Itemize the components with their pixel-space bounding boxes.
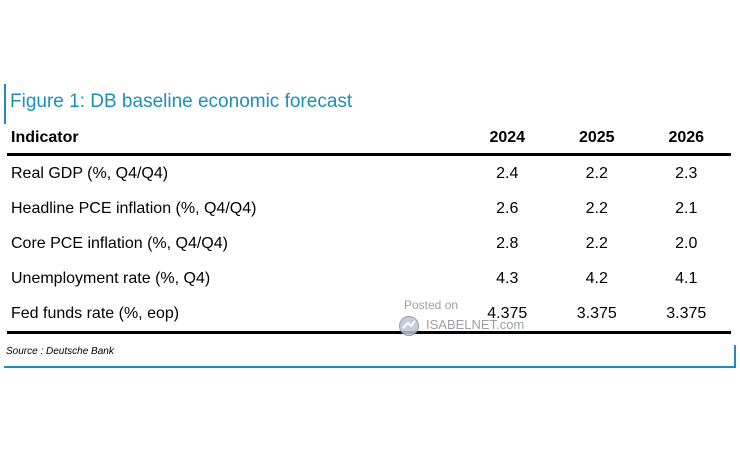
- cell-value: 2.6: [496, 199, 519, 217]
- table-header-row: Indicator 2024 2025 2026: [7, 123, 731, 156]
- source-note: Source : Deutsche Bank: [6, 346, 114, 357]
- figure-frame: [4, 84, 736, 368]
- cell-value: 2.2: [585, 234, 608, 252]
- cell-value: 2.2: [585, 164, 608, 182]
- row-label: Fed funds rate (%, eop): [7, 296, 463, 334]
- forecast-table: Indicator 2024 2025 2026 Real GDP (%, Q4…: [7, 123, 731, 334]
- cell-value: 2.0: [675, 234, 698, 252]
- row-label: Headline PCE inflation (%, Q4/Q4): [11, 199, 257, 217]
- column-header-2026: 2026: [641, 123, 731, 156]
- frame-left-border: [4, 84, 6, 124]
- cell-value: 3.375: [641, 296, 731, 334]
- cell-value: 4.1: [675, 269, 698, 287]
- cell-value: 4.2: [585, 269, 608, 287]
- row-label: Real GDP (%, Q4/Q4): [11, 164, 169, 182]
- cell-value: 3.375: [552, 296, 642, 334]
- row-label: Unemployment rate (%, Q4): [11, 269, 211, 287]
- column-header-2025: 2025: [552, 123, 642, 156]
- cell-value: 4.3: [496, 269, 519, 287]
- row-label: Core PCE inflation (%, Q4/Q4): [11, 234, 228, 252]
- cell-value: 2.2: [585, 199, 608, 217]
- figure-title: Figure 1: DB baseline economic forecast: [10, 91, 353, 112]
- table-row: Unemployment rate (%, Q4) 4.3 4.2 4.1: [7, 261, 731, 296]
- table-row: Headline PCE inflation (%, Q4/Q4) 2.6 2.…: [7, 191, 731, 226]
- cell-value: 2.3: [675, 164, 698, 182]
- table-row: Fed funds rate (%, eop) 4.375 3.375 3.37…: [7, 296, 731, 334]
- column-header-indicator: Indicator: [7, 123, 463, 156]
- frame-bottom-border: [4, 366, 736, 368]
- cell-value: 2.1: [675, 199, 698, 217]
- column-header-2024: 2024: [462, 123, 553, 156]
- cell-value: 2.4: [496, 164, 519, 182]
- frame-right-border: [734, 345, 736, 368]
- cell-value: 2.8: [496, 234, 519, 252]
- table-row: Real GDP (%, Q4/Q4) 2.4 2.2 2.3: [7, 155, 731, 192]
- cell-value: 4.375: [462, 296, 553, 334]
- table-row: Core PCE inflation (%, Q4/Q4) 2.8 2.2 2.…: [7, 226, 731, 261]
